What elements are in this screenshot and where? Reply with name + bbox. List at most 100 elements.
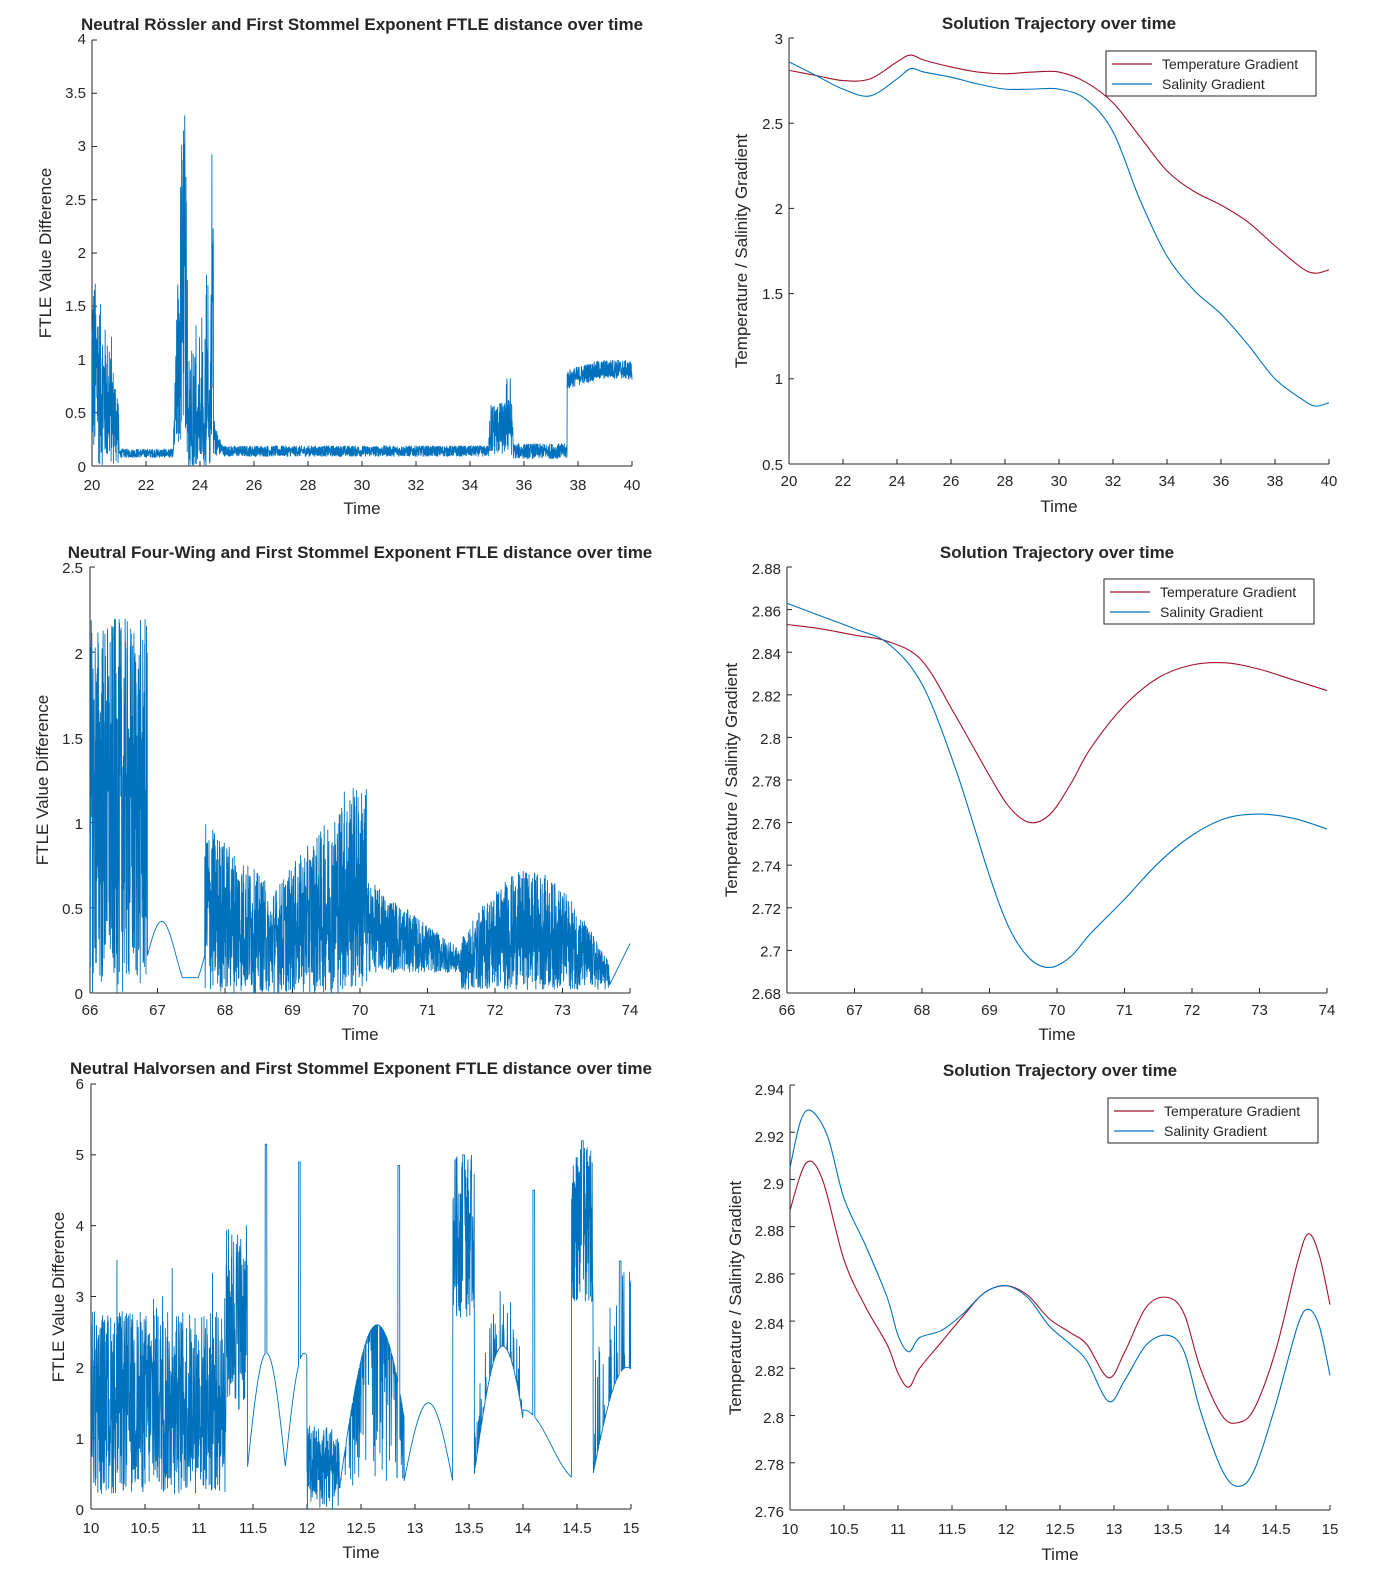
x-tick-labels: 66 67 68 69 70 71 72 73 74 [82,1002,639,1019]
ftle-series-line [90,1140,632,1509]
x-tick-label: 69 [284,1002,301,1019]
y-tick-label: 2.84 [755,1316,784,1333]
x-tick-label: 73 [554,1002,571,1019]
panel-halvorsen-trajectory: Solution Trajectory over time Time Tempe… [726,1061,1338,1564]
x-tick-label: 36 [1213,473,1230,490]
salinity-series-line [789,1109,1331,1487]
y-tick-label: 2.8 [760,731,781,748]
y-tick-labels: 0 0.5 1 1.5 2 2.5 [62,560,83,1003]
y-tick-label: 2.88 [755,1223,784,1240]
chart-title: Neutral Halvorsen and First Stommel Expo… [70,1059,652,1078]
x-tick-labels: 20 22 24 26 28 30 32 34 36 38 40 [84,477,641,494]
y-tick-label: 3 [775,31,783,48]
x-tick-label: 10.5 [130,1520,159,1537]
legend: Temperature Gradient Salinity Gradient [1105,50,1317,97]
y-tick-label: 2.76 [755,1504,784,1521]
x-tick-label: 28 [300,477,317,494]
y-tick-label: 2.7 [760,944,781,961]
x-tick-label: 74 [1319,1002,1336,1019]
x-tick-label: 28 [997,473,1014,490]
chart-title: Solution Trajectory over time [942,14,1176,33]
chart-title: Solution Trajectory over time [943,1061,1177,1080]
x-tick-label: 10.5 [829,1521,858,1538]
x-tick-label: 36 [516,477,533,494]
legend-temperature-label: Temperature Gradient [1162,56,1298,72]
x-tick-label: 14.5 [1261,1521,1290,1538]
x-tick-label: 12.5 [346,1520,375,1537]
x-tick-labels: 10 10.5 11 11.5 12 12.5 13 13.5 14 14.5 … [782,1521,1339,1538]
x-tick-label: 68 [914,1002,931,1019]
x-tick-label: 30 [1051,473,1068,490]
y-tick-label: 4 [78,31,86,48]
x-tick-label: 74 [622,1002,639,1019]
y-tick-label: 1 [775,371,783,388]
x-axis-label: Time [1038,1025,1075,1044]
x-tick-label: 26 [246,477,263,494]
y-tick-label: 0.5 [762,457,783,474]
x-axis-label: Time [342,1543,379,1562]
panel-fourwing-ftle: Neutral Four-Wing and First Stommel Expo… [33,543,652,1044]
x-tick-label: 26 [943,473,960,490]
y-tick-label: 0 [78,459,86,476]
legend-box [1103,578,1315,625]
panel-halvorsen-ftle: Neutral Halvorsen and First Stommel Expo… [49,1059,652,1562]
y-tick-label: 2.92 [755,1129,784,1146]
y-tick-label: 2.5 [762,116,783,133]
y-tick-label: 2.68 [752,986,781,1003]
x-tick-label: 22 [835,473,852,490]
legend-salinity-label: Salinity Gradient [1164,1123,1267,1139]
y-tick-labels: 2.68 2.7 2.72 2.74 2.76 2.78 2.8 2.82 2.… [752,561,781,1003]
y-tick-label: 2.94 [755,1082,784,1099]
x-tick-label: 14 [1214,1521,1231,1538]
x-tick-label: 66 [82,1002,99,1019]
y-tick-label: 2.72 [752,901,781,918]
y-tick-labels: 0 0.5 1 1.5 2 2.5 3 3.5 4 [65,31,86,476]
y-tick-label: 2 [775,201,783,218]
y-tick-labels: 0 1 2 3 4 5 6 [76,1076,84,1519]
x-tick-label: 12.5 [1045,1521,1074,1538]
legend: Temperature Gradient Salinity Gradient [1107,1097,1319,1144]
y-tick-label: 2.5 [65,192,86,209]
y-tick-label: 2.78 [752,774,781,791]
x-tick-label: 14.5 [562,1520,591,1537]
y-tick-label: 0 [76,1502,84,1519]
y-tick-label: 0 [75,986,83,1003]
y-tick-label: 2.88 [752,561,781,578]
y-axis-label: FTLE Value Difference [36,168,55,338]
x-tick-label: 34 [1159,473,1176,490]
temperature-series-line [786,623,1328,824]
temperature-series-line [789,1160,1331,1424]
x-tick-label: 66 [779,1002,796,1019]
x-tick-label: 12 [998,1521,1015,1538]
x-tick-label: 13 [1106,1521,1123,1538]
x-axis-label: Time [341,1025,378,1044]
x-axis-label: Time [343,499,380,518]
y-tick-label: 2.8 [763,1410,784,1427]
y-tick-label: 2.76 [752,816,781,833]
legend-temperature-label: Temperature Gradient [1164,1103,1300,1119]
x-tick-label: 69 [981,1002,998,1019]
x-tick-label: 11 [191,1520,207,1537]
y-tick-label: 2.86 [755,1270,784,1287]
x-tick-label: 71 [1116,1002,1133,1019]
panel-rossler-trajectory: Solution Trajectory over time Time Tempe… [732,14,1337,516]
y-axis-label: Temperature / Salinity Gradient [726,1181,745,1416]
y-tick-label: 1.5 [62,731,83,748]
x-tick-label: 30 [354,477,371,494]
x-tick-label: 13.5 [454,1520,483,1537]
x-tick-label: 13.5 [1153,1521,1182,1538]
y-tick-label: 2.82 [752,689,781,706]
x-tick-label: 72 [487,1002,504,1019]
y-tick-label: 2.5 [62,560,83,577]
x-tick-label: 70 [352,1002,369,1019]
x-tick-label: 24 [192,477,209,494]
x-tick-label: 12 [299,1520,316,1537]
y-tick-label: 1.5 [762,286,783,303]
x-tick-label: 73 [1251,1002,1268,1019]
legend-box [1107,1097,1319,1144]
legend-salinity-label: Salinity Gradient [1162,76,1265,92]
x-tick-label: 32 [408,477,425,494]
x-tick-label: 71 [419,1002,436,1019]
x-tick-label: 67 [149,1002,166,1019]
